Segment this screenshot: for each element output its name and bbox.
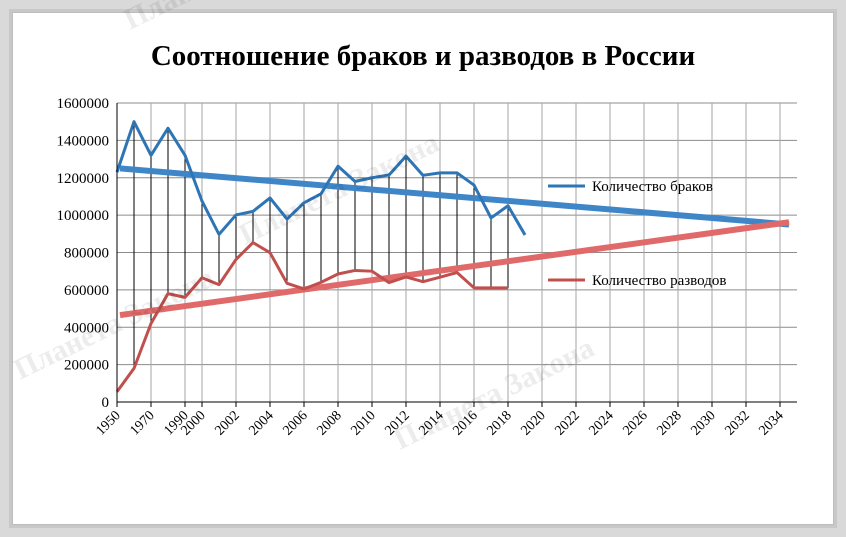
x-tick-label: 2004 xyxy=(246,408,276,438)
y-tick-label: 200000 xyxy=(64,358,109,374)
y-tick-label: 1200000 xyxy=(57,171,110,187)
legend-label: Количество браков xyxy=(592,179,713,195)
series-line xyxy=(115,241,508,393)
series-line xyxy=(115,120,527,236)
x-tick-label: 2032 xyxy=(722,408,752,438)
x-tick-label: 2030 xyxy=(688,408,718,438)
x-tick-label: 2010 xyxy=(348,408,378,438)
y-tick-label: 1000000 xyxy=(57,208,110,224)
x-tick-label: 2026 xyxy=(620,408,650,438)
x-tick-label: 2034 xyxy=(756,408,786,438)
legend-label: Количество разводов xyxy=(592,273,726,289)
trendline xyxy=(119,219,790,319)
x-tick-label: 2006 xyxy=(280,408,310,438)
y-tick-label: 0 xyxy=(102,395,110,411)
legend: Количество браков Количество разводов xyxy=(548,179,726,289)
series-lines xyxy=(115,120,527,393)
x-tick-label: 1970 xyxy=(127,408,157,438)
y-tick-label: 400000 xyxy=(64,320,109,336)
trendline xyxy=(119,165,790,228)
watermark-text: Планета Закона xyxy=(9,261,220,386)
x-tick-label: 2002 xyxy=(212,408,242,438)
x-tick-label: 2020 xyxy=(518,408,548,438)
y-tick-label: 1600000 xyxy=(57,96,110,112)
x-tick-label: 2008 xyxy=(314,408,344,438)
drop-lines xyxy=(116,121,509,402)
x-tick-label: 1950 xyxy=(93,408,123,438)
trendlines xyxy=(119,165,790,319)
x-tick-label: 2024 xyxy=(586,408,616,438)
x-tick-label: 2028 xyxy=(654,408,684,438)
watermark-text: Планета Закона xyxy=(234,126,445,251)
y-tick-label: 600000 xyxy=(64,283,109,299)
watermark-text: Планета Закона xyxy=(119,0,330,36)
x-tick-label: 2022 xyxy=(552,408,582,438)
chart-title: Соотношение браков и разводов в России xyxy=(150,40,696,72)
y-tick-label: 1400000 xyxy=(57,133,110,149)
y-tick-label: 800000 xyxy=(64,246,109,262)
